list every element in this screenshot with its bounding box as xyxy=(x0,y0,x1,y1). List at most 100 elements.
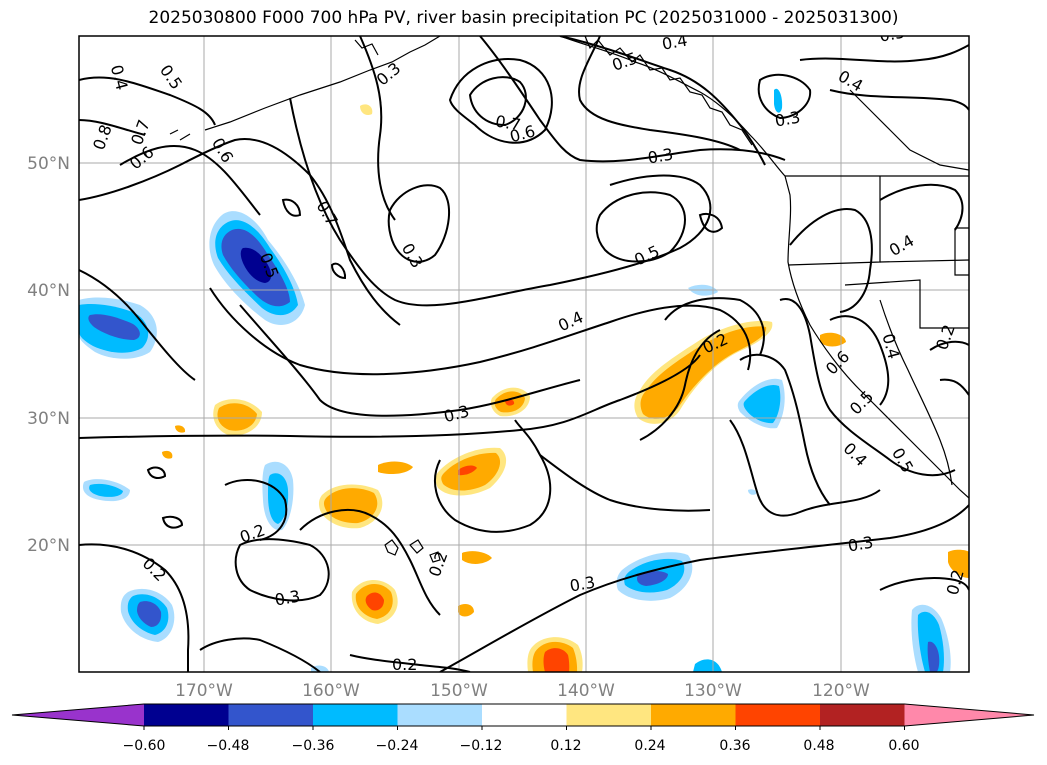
neg-anomaly-blob xyxy=(927,641,940,672)
pv-contour-line xyxy=(234,538,330,602)
pv-contour-line xyxy=(161,515,184,529)
pos-anomaly-blob xyxy=(458,604,474,617)
contour-label: 0.3 xyxy=(878,23,906,46)
pv-contour-line xyxy=(79,269,196,381)
pv-contour-line xyxy=(829,89,969,111)
pv-contour-line xyxy=(879,577,969,591)
pv-contour-line xyxy=(757,73,812,120)
pv-contour-line xyxy=(539,454,711,512)
pv-contour-line xyxy=(359,36,396,221)
contour-label: 0.7 xyxy=(494,111,522,134)
latitude-labels: 50°N 40°N 30°N 20°N xyxy=(27,154,70,556)
pos-anomaly-blob xyxy=(543,648,570,672)
neg-anomaly-blob xyxy=(240,247,272,283)
colorbar-tick-label: 0.48 xyxy=(803,738,834,754)
neg-anomaly-blob xyxy=(774,88,783,113)
pv-contour-line xyxy=(434,419,552,533)
pv-contour-line xyxy=(578,36,741,151)
colorbar-swatch xyxy=(313,704,398,726)
pv-contour-line xyxy=(829,315,890,406)
map-title: 2025030800 F000 700 hPa PV, river basin … xyxy=(148,8,899,28)
lon-label-120w: 120°W xyxy=(812,681,870,701)
neg-anomaly-blob xyxy=(311,665,329,672)
pos-anomaly-blob xyxy=(217,403,257,431)
pv-contour-line xyxy=(330,262,347,280)
shaded-anomalies xyxy=(79,88,969,672)
pv-contour-line xyxy=(79,354,701,439)
neg-anomaly-blob xyxy=(89,483,123,497)
neg-anomaly-blob xyxy=(88,314,140,340)
lon-label-130w: 130°W xyxy=(684,681,742,701)
pos-anomaly-blob xyxy=(820,332,846,347)
pv-contours xyxy=(79,36,969,672)
pv-contour-line xyxy=(779,298,956,477)
map-panel: 0.4 0.5 0.3 0.5 0.4 0.3 0.8 0.7 0.6 0.6 … xyxy=(79,23,969,674)
colorbar-swatch xyxy=(820,704,905,726)
contour-label: 0.3 xyxy=(846,532,874,555)
lon-label-140w: 140°W xyxy=(557,681,615,701)
pv-contour-line xyxy=(349,654,471,672)
neg-anomaly-blob xyxy=(137,601,162,627)
pos-anomaly-blob xyxy=(175,425,186,433)
pos-anomaly-blob xyxy=(462,551,492,564)
colorbar-tick-labels: −0.60 −0.48 −0.36 −0.24 −0.12 0.12 0.24 … xyxy=(123,738,920,754)
pv-contour-line xyxy=(939,378,969,396)
pv-contour-line xyxy=(479,36,786,163)
pv-contour-line xyxy=(789,208,873,313)
colorbar-tick-label: 0.24 xyxy=(634,738,665,754)
colorbar xyxy=(11,703,1035,730)
colorbar-swatch xyxy=(566,704,652,726)
contour-label: 0.3 xyxy=(273,586,301,609)
pv-contour-line xyxy=(79,138,401,326)
colorbar-swatch xyxy=(651,704,736,726)
pv-contour-line xyxy=(729,419,881,517)
pv-contour-line xyxy=(281,198,302,217)
colorbar-tick-label: −0.48 xyxy=(207,738,250,754)
colorbar-swatch xyxy=(735,704,821,726)
colorbar-swatch xyxy=(482,704,567,726)
lon-label-160w: 160°W xyxy=(302,681,360,701)
neg-anomaly-blob xyxy=(636,571,668,586)
neg-anomaly-blob xyxy=(748,489,757,495)
colorbar-tick-label: −0.24 xyxy=(376,738,419,754)
pv-contour-line xyxy=(698,212,724,233)
contour-label: 0.3 xyxy=(773,107,801,130)
pv-contour-line xyxy=(664,297,765,356)
map-border xyxy=(78,35,970,673)
pv-contour-line xyxy=(79,543,190,672)
contour-label: 0.2 xyxy=(392,655,417,674)
pv-contour-line xyxy=(119,144,261,216)
colorbar-tick-label: 0.12 xyxy=(550,738,581,754)
pv-contour-line xyxy=(448,58,553,144)
pv-contour-line xyxy=(879,183,964,231)
colorbar-swatch xyxy=(397,704,483,726)
colorbar-extend-high xyxy=(904,704,1034,726)
pos-anomaly-blob xyxy=(640,326,767,419)
colorbar-tick-label: 0.36 xyxy=(719,738,750,754)
contour-label: 0.4 xyxy=(661,31,689,54)
pv-contour-line xyxy=(289,97,712,307)
colorbar-tick-label: 0.60 xyxy=(888,738,919,754)
pos-anomaly-blob xyxy=(948,549,969,578)
pos-anomaly-blob xyxy=(323,488,378,524)
colorbar-tick-label: −0.60 xyxy=(123,738,166,754)
pv-contour-line xyxy=(146,466,167,479)
lat-label-30n: 30°N xyxy=(27,409,70,429)
lon-label-150w: 150°W xyxy=(430,681,488,701)
pv-contour-line xyxy=(79,76,216,126)
gridlines xyxy=(79,36,969,672)
pv-contour-line xyxy=(439,504,969,672)
lon-label-170w: 170°W xyxy=(175,681,233,701)
pv-contour-line xyxy=(299,509,441,616)
pv-contour-line xyxy=(468,76,527,127)
neg-anomaly-blob xyxy=(743,384,781,424)
colorbar-swatch xyxy=(228,704,314,726)
colorbar-tick-label: −0.12 xyxy=(460,738,503,754)
pv-contour-line xyxy=(929,340,969,351)
neg-anomaly-blob xyxy=(693,659,722,672)
pv-contour-line xyxy=(79,119,146,136)
pos-anomaly-blob xyxy=(458,465,477,476)
pos-anomaly-blob xyxy=(365,592,384,611)
pv-contour-line xyxy=(387,184,451,263)
